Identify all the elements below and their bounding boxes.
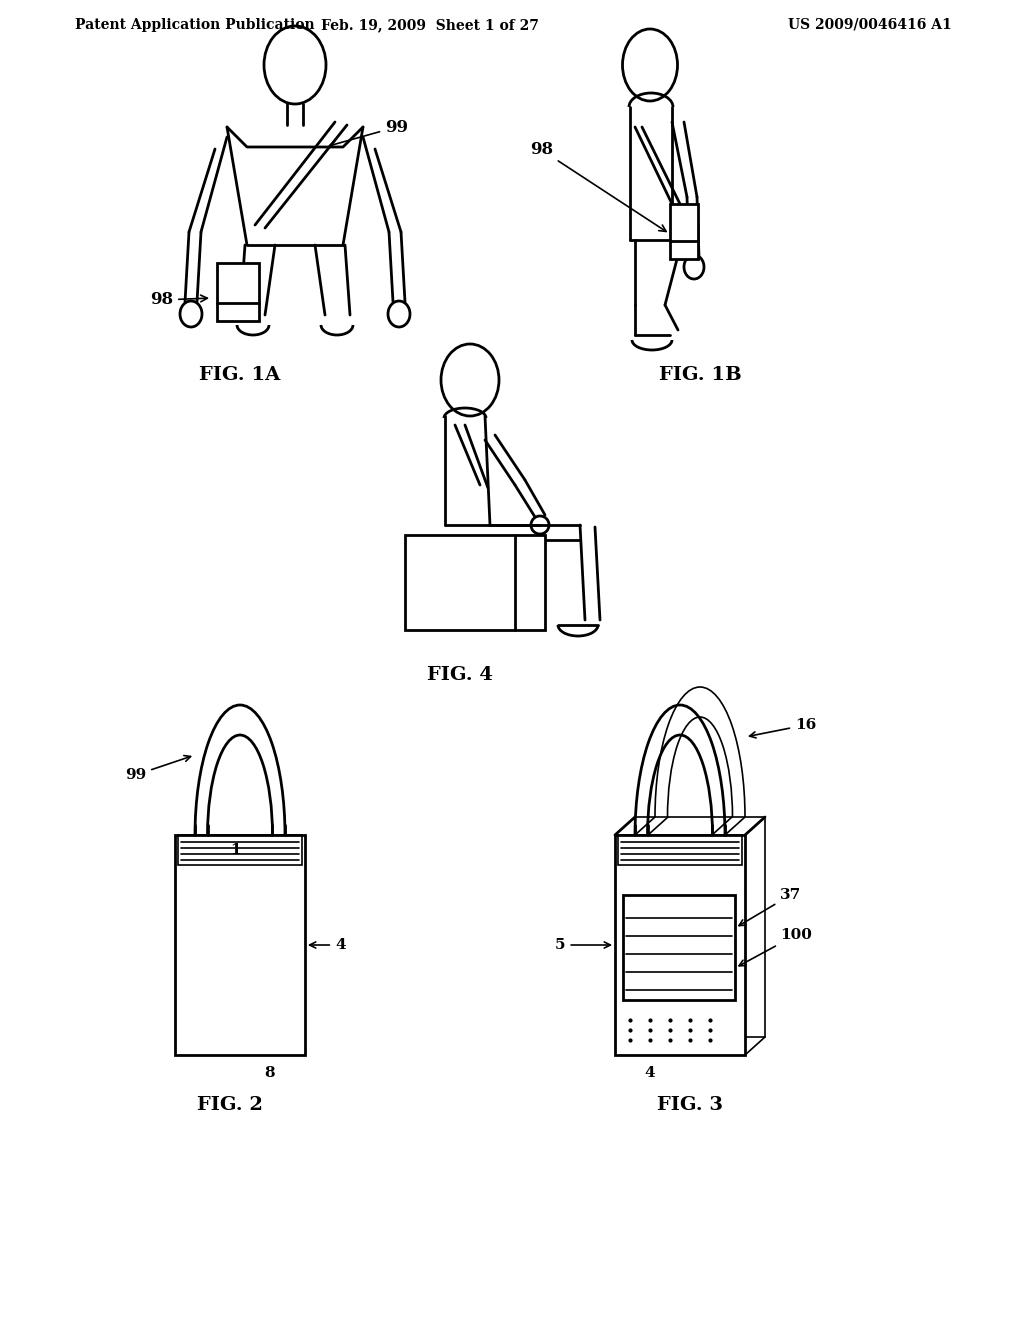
Text: FIG. 1B: FIG. 1B [658,366,741,384]
Text: 98: 98 [530,141,667,231]
Text: 99: 99 [125,755,190,781]
Text: US 2009/0046416 A1: US 2009/0046416 A1 [788,18,952,32]
Text: FIG. 2: FIG. 2 [197,1096,263,1114]
Bar [175,836,305,1055]
Ellipse shape [441,345,499,416]
Bar [406,535,545,630]
Bar [635,817,765,1038]
Text: Patent Application Publication: Patent Application Publication [75,18,314,32]
Bar [670,205,698,259]
Text: 98: 98 [150,292,207,309]
Text: 99: 99 [330,119,408,147]
Text: FIG. 3: FIG. 3 [657,1096,723,1114]
Text: 100: 100 [739,928,812,966]
Ellipse shape [264,26,326,104]
Text: 16: 16 [750,718,816,738]
Text: 5: 5 [555,939,610,952]
Text: Feb. 19, 2009  Sheet 1 of 27: Feb. 19, 2009 Sheet 1 of 27 [322,18,539,32]
Bar [618,836,742,865]
Ellipse shape [623,29,678,102]
Text: 37: 37 [739,888,801,925]
Text: 1: 1 [229,843,241,857]
Bar [623,895,735,1001]
Text: 4: 4 [645,1067,655,1080]
Text: FIG. 4: FIG. 4 [427,667,493,684]
Bar [178,836,302,865]
Text: FIG. 1A: FIG. 1A [200,366,281,384]
Bar [217,263,259,321]
Text: 8: 8 [264,1067,275,1080]
Bar [615,836,745,1055]
Text: 4: 4 [309,939,346,952]
